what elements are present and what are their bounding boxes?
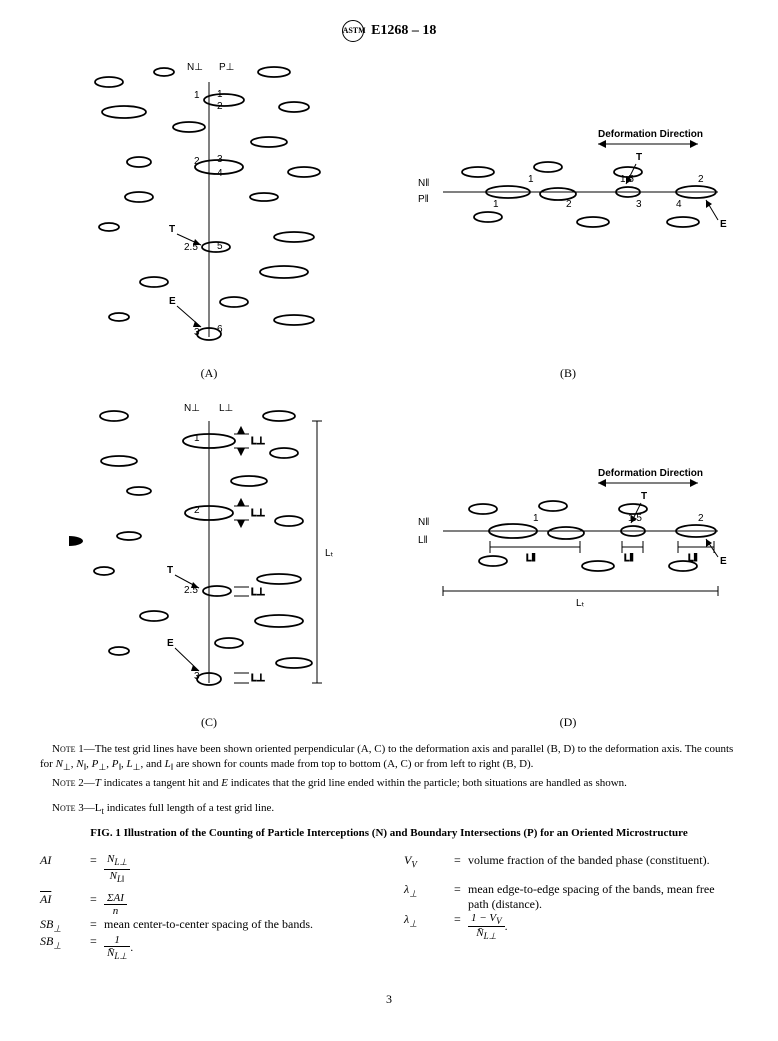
svg-text:2: 2 xyxy=(698,174,704,185)
svg-text:2: 2 xyxy=(194,505,200,516)
figure-notes: Note 1—The test grid lines have been sho… xyxy=(40,742,738,817)
svg-text:N⊥: N⊥ xyxy=(184,403,200,414)
svg-text:L⊥: L⊥ xyxy=(251,673,265,684)
panel-a-label: (A) xyxy=(40,366,378,381)
panel-b-svg: Deformation Direction N‖ P‖ 1 1.5 2 1 xyxy=(398,52,738,352)
svg-text:L‖: L‖ xyxy=(624,553,634,564)
svg-text:4: 4 xyxy=(676,199,682,210)
svg-text:T: T xyxy=(636,152,642,163)
eqn-vv: VV = volume fraction of the banded phase… xyxy=(404,853,738,869)
svg-text:N‖: N‖ xyxy=(418,517,429,528)
svg-text:L⊥: L⊥ xyxy=(251,508,265,519)
note-1: Note 1—The test grid lines have been sho… xyxy=(40,742,738,773)
svg-text:N‖: N‖ xyxy=(418,178,429,189)
label-n-perp: N⊥ xyxy=(187,62,203,73)
svg-text:2: 2 xyxy=(217,101,223,112)
label-t: T xyxy=(169,224,175,235)
svg-text:1: 1 xyxy=(493,199,499,210)
panel-b-label: (B) xyxy=(398,366,738,381)
eqn-lambda-formula: λ⊥ = 1 − VV N̄L⊥ . xyxy=(404,912,738,942)
svg-text:E: E xyxy=(720,556,727,567)
svg-text:2: 2 xyxy=(194,156,200,167)
svg-text:L⊥: L⊥ xyxy=(251,436,265,447)
eqn-ai: AI = NL⊥ NL‖ xyxy=(40,853,374,883)
page-header: ASTM E1268 – 18 xyxy=(40,20,738,42)
svg-text:E: E xyxy=(167,638,174,649)
panel-c: N⊥ L⊥ L⊥ L⊥ L⊥ L⊥ xyxy=(40,391,378,701)
svg-text:1: 1 xyxy=(194,433,200,444)
page-number: 3 xyxy=(40,992,738,1007)
svg-text:2: 2 xyxy=(698,513,704,524)
astm-logo: ASTM xyxy=(342,20,364,42)
eqn-lambda-desc: λ⊥ = mean edge-to-edge spacing of the ba… xyxy=(404,882,738,912)
figure-grid: N⊥ P⊥ 1 2 2.5 3 1 2 3 4 5 6 T E Deformat xyxy=(40,52,738,730)
equations-block: AI = NL⊥ NL‖ AI = ΣAI n SB⊥ = mean cente xyxy=(40,853,738,962)
panel-d: Deformation Direction N‖ L‖ 1 1.5 2 xyxy=(398,391,738,701)
label-e: E xyxy=(169,296,176,307)
svg-text:Lₜ: Lₜ xyxy=(325,548,334,559)
svg-text:4: 4 xyxy=(217,168,223,179)
standard-number: E1268 – 18 xyxy=(371,23,436,38)
svg-text:L⊥: L⊥ xyxy=(251,587,265,598)
svg-text:T: T xyxy=(167,565,173,576)
label-p-perp: P⊥ xyxy=(219,62,234,73)
panel-d-label: (D) xyxy=(398,715,738,730)
panel-c-svg: N⊥ L⊥ L⊥ L⊥ L⊥ L⊥ xyxy=(69,391,349,701)
panel-b: Deformation Direction N‖ P‖ 1 1.5 2 1 xyxy=(398,52,738,352)
svg-text:3: 3 xyxy=(194,671,200,682)
svg-text:1: 1 xyxy=(194,90,200,101)
svg-text:1: 1 xyxy=(528,174,534,185)
svg-text:1: 1 xyxy=(217,89,223,100)
panel-d-svg: Deformation Direction N‖ L‖ 1 1.5 2 xyxy=(398,391,738,701)
svg-text:L‖: L‖ xyxy=(688,553,698,564)
svg-text:P‖: P‖ xyxy=(418,194,429,205)
svg-text:Deformation Direction: Deformation Direction xyxy=(598,468,703,479)
svg-text:6: 6 xyxy=(217,324,223,335)
note-3: Note 3—Lt indicates full length of a tes… xyxy=(40,801,738,817)
svg-text:2: 2 xyxy=(566,199,572,210)
figure-caption: FIG. 1 Illustration of the Counting of P… xyxy=(40,827,738,839)
eqn-ai-bar: AI = ΣAI n xyxy=(40,892,374,917)
eqn-sb-desc: SB⊥ = mean center-to-center spacing of t… xyxy=(40,917,374,934)
svg-text:1: 1 xyxy=(533,513,539,524)
panel-a-svg: N⊥ P⊥ 1 2 2.5 3 1 2 3 4 5 6 T E xyxy=(69,52,349,352)
svg-text:T: T xyxy=(641,491,647,502)
svg-text:L⊥: L⊥ xyxy=(219,403,233,414)
panel-a: N⊥ P⊥ 1 2 2.5 3 1 2 3 4 5 6 T E xyxy=(40,52,378,352)
eqn-sb-formula: SB⊥ = 1 N̄L⊥ . xyxy=(40,934,374,962)
svg-text:3: 3 xyxy=(194,327,200,338)
panel-c-label: (C) xyxy=(40,715,378,730)
svg-text:3: 3 xyxy=(636,199,642,210)
svg-text:3: 3 xyxy=(217,154,223,165)
svg-text:5: 5 xyxy=(217,241,223,252)
svg-text:L‖: L‖ xyxy=(526,553,536,564)
deformation-label: Deformation Direction xyxy=(598,129,703,140)
note-2: Note 2—T indicates a tangent hit and E i… xyxy=(40,776,738,791)
svg-text:E: E xyxy=(720,219,727,230)
svg-text:L‖: L‖ xyxy=(418,535,428,546)
svg-text:Lₜ: Lₜ xyxy=(576,598,585,609)
